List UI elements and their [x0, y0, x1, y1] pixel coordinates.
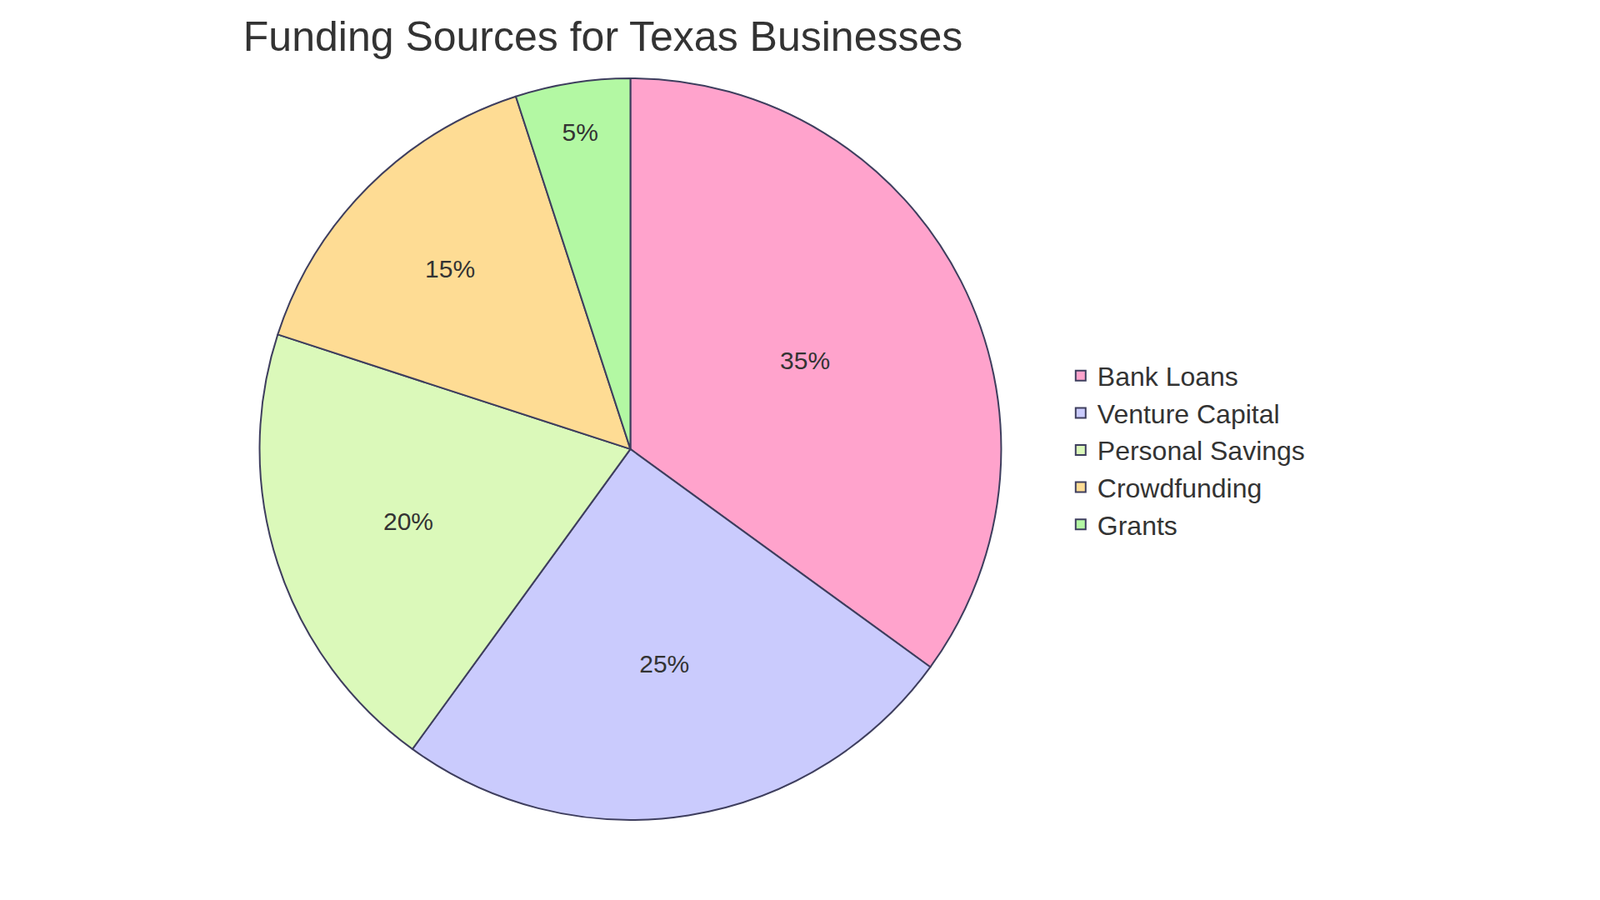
- svg-text:20%: 20%: [383, 507, 434, 535]
- svg-text:Crowdfunding: Crowdfunding: [1097, 473, 1262, 504]
- svg-text:25%: 25%: [639, 650, 690, 678]
- svg-text:Personal Savings: Personal Savings: [1097, 435, 1305, 466]
- svg-text:Bank Loans: Bank Loans: [1097, 361, 1239, 392]
- svg-text:35%: 35%: [780, 346, 830, 375]
- svg-text:Funding Sources for Texas Busi: Funding Sources for Texas Businesses: [243, 13, 963, 60]
- svg-text:Venture Capital: Venture Capital: [1097, 399, 1280, 430]
- svg-text:15%: 15%: [425, 255, 475, 283]
- svg-text:5%: 5%: [562, 118, 599, 146]
- svg-text:Grants: Grants: [1097, 510, 1178, 541]
